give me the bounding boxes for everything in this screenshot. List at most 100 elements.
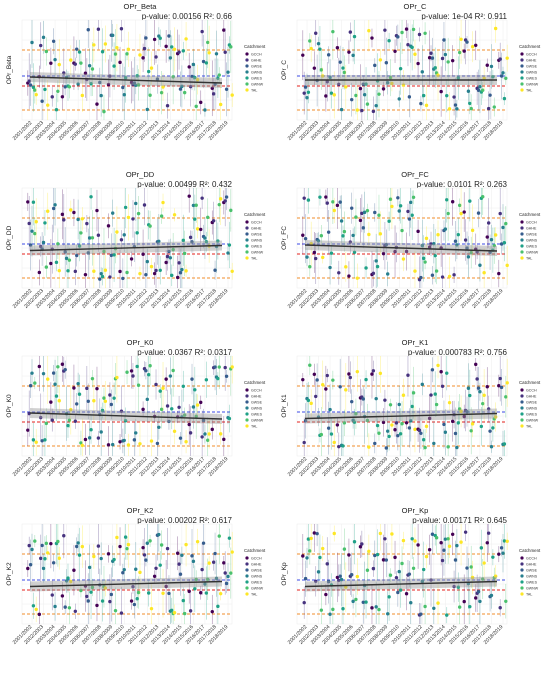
data-point [190, 74, 194, 79]
data-point [167, 419, 171, 424]
data-point [502, 442, 507, 446]
data-point [60, 95, 65, 99]
data-point [76, 217, 80, 222]
data-point [172, 611, 177, 615]
data-point [390, 204, 394, 209]
legend-title: Catchment [244, 548, 266, 553]
data-point [459, 37, 463, 41]
data-point [355, 369, 360, 374]
panel-opr_kp: OPr_Kpp-value: 0.00171 R²: 0.645OPr_Kp20… [281, 506, 541, 646]
data-point [455, 243, 459, 247]
data-point [306, 198, 311, 202]
data-point [462, 414, 466, 419]
trend-line [304, 412, 498, 420]
data-point [157, 425, 161, 430]
data-point [337, 578, 341, 583]
data-point [145, 259, 149, 264]
data-point [390, 532, 394, 536]
legend-label: GWNS [251, 239, 263, 243]
legend-swatch [520, 256, 524, 260]
data-point [388, 573, 393, 577]
data-point [502, 96, 507, 101]
legend-label: GWNS [526, 407, 538, 411]
data-point [90, 236, 95, 240]
data-point [190, 554, 194, 558]
data-point [43, 557, 47, 561]
data-point [393, 49, 397, 53]
data-point [92, 554, 96, 559]
data-point [377, 607, 381, 612]
legend-swatch [245, 244, 249, 248]
data-point [489, 445, 494, 449]
data-point [223, 199, 227, 203]
legend-swatch [245, 226, 249, 230]
data-point [329, 251, 334, 255]
data-point [200, 567, 204, 572]
data-point [217, 202, 221, 207]
data-point [165, 254, 170, 259]
data-point [350, 97, 354, 102]
data-point [144, 558, 148, 562]
data-point [433, 66, 437, 70]
data-point [73, 609, 78, 614]
data-point [73, 269, 78, 274]
data-point [154, 268, 158, 273]
data-point [384, 61, 389, 65]
data-point [230, 93, 234, 97]
data-point [31, 438, 36, 442]
data-point [400, 228, 404, 233]
trend-line [29, 580, 223, 588]
data-point [440, 384, 445, 388]
data-point [301, 377, 305, 382]
legend-swatch [520, 88, 524, 92]
data-point [440, 558, 445, 563]
data-point [486, 221, 491, 225]
data-point [312, 531, 317, 535]
data-point [217, 534, 221, 538]
data-point [410, 45, 414, 50]
data-point [364, 600, 368, 604]
legend-label: GHHE [251, 59, 262, 63]
data-point [351, 233, 355, 238]
data-point [85, 221, 89, 226]
data-point [178, 436, 183, 440]
data-point [109, 592, 114, 597]
data-point [49, 61, 53, 65]
data-point [106, 82, 111, 87]
data-point [427, 245, 432, 249]
data-point [57, 62, 61, 67]
data-point [89, 82, 93, 86]
data-point [134, 567, 138, 571]
legend-swatch [520, 58, 524, 62]
data-point [319, 68, 324, 72]
data-point [312, 250, 317, 255]
data-point [381, 87, 386, 91]
data-point [486, 407, 491, 411]
data-point [502, 539, 507, 543]
data-point [393, 555, 397, 560]
data-point [121, 85, 125, 90]
data-point [161, 591, 165, 596]
data-point [39, 43, 43, 48]
data-point [229, 571, 233, 575]
stats-annotation: p-value: 0.00202 R²: 0.617 [137, 516, 232, 525]
data-point [195, 77, 200, 82]
legend-swatch [245, 394, 249, 398]
data-point [206, 215, 210, 220]
data-point [354, 597, 358, 602]
data-point [367, 445, 371, 449]
data-point [28, 563, 33, 567]
data-point [427, 416, 432, 421]
data-point [397, 402, 401, 407]
data-point [434, 402, 439, 407]
data-point [443, 537, 448, 541]
data-point [66, 576, 70, 580]
data-point [332, 208, 336, 213]
data-point [416, 543, 420, 547]
data-point [375, 423, 380, 428]
data-point [41, 566, 46, 571]
data-point [331, 200, 335, 204]
data-point [193, 388, 197, 392]
legend-label: GHHE [251, 395, 262, 399]
